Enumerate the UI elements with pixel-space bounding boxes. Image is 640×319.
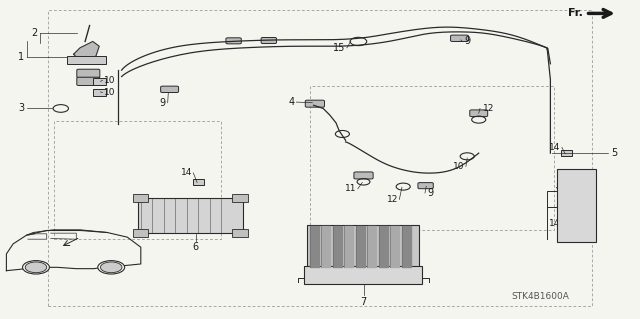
Bar <box>54 121 221 239</box>
FancyBboxPatch shape <box>354 172 373 179</box>
Polygon shape <box>390 226 399 267</box>
Bar <box>48 10 592 306</box>
Polygon shape <box>321 226 330 267</box>
Text: 6: 6 <box>193 242 199 252</box>
Circle shape <box>98 261 125 274</box>
Bar <box>232 194 248 202</box>
Text: 2: 2 <box>31 28 37 39</box>
FancyBboxPatch shape <box>418 182 433 189</box>
Bar <box>67 56 106 64</box>
Bar <box>93 78 106 85</box>
Circle shape <box>22 261 49 274</box>
Bar <box>561 230 572 236</box>
Text: 8: 8 <box>556 182 562 192</box>
Bar <box>133 194 148 202</box>
Text: 5: 5 <box>611 148 618 158</box>
Bar <box>138 198 243 233</box>
Text: 10: 10 <box>453 162 465 171</box>
FancyBboxPatch shape <box>470 110 488 116</box>
Bar <box>93 89 106 96</box>
Bar <box>557 169 596 242</box>
Text: 9: 9 <box>159 98 165 108</box>
Polygon shape <box>333 226 342 267</box>
Text: 14: 14 <box>549 219 561 228</box>
Text: 4: 4 <box>288 97 294 107</box>
FancyBboxPatch shape <box>161 86 179 93</box>
Text: 7: 7 <box>360 297 367 307</box>
Bar <box>310 86 554 230</box>
Text: 3: 3 <box>18 103 24 113</box>
Text: 14: 14 <box>549 143 561 152</box>
Bar <box>232 229 248 237</box>
FancyBboxPatch shape <box>77 77 100 85</box>
Text: 14: 14 <box>180 168 192 177</box>
Bar <box>307 225 419 268</box>
Circle shape <box>25 262 47 273</box>
Text: 9: 9 <box>465 36 471 47</box>
FancyBboxPatch shape <box>305 100 324 107</box>
FancyBboxPatch shape <box>451 35 468 41</box>
Text: 10: 10 <box>104 76 116 85</box>
Text: STK4B1600A: STK4B1600A <box>512 293 570 301</box>
Bar <box>304 266 422 284</box>
Polygon shape <box>310 226 319 267</box>
Polygon shape <box>356 226 365 267</box>
Polygon shape <box>367 226 376 267</box>
Text: 10: 10 <box>104 88 116 97</box>
Text: 9: 9 <box>428 188 434 198</box>
FancyBboxPatch shape <box>226 38 241 44</box>
Bar <box>193 179 204 185</box>
Text: Fr.: Fr. <box>568 8 582 19</box>
Text: 1: 1 <box>18 52 24 63</box>
FancyBboxPatch shape <box>77 69 100 78</box>
Polygon shape <box>379 226 388 267</box>
Circle shape <box>100 262 122 273</box>
Bar <box>133 229 148 237</box>
Text: 11: 11 <box>345 184 356 193</box>
Bar <box>561 150 572 156</box>
Polygon shape <box>344 226 353 267</box>
Polygon shape <box>402 226 411 267</box>
FancyBboxPatch shape <box>261 37 276 44</box>
Text: 12: 12 <box>483 104 494 113</box>
Text: 15: 15 <box>333 43 346 53</box>
Polygon shape <box>74 41 99 64</box>
Text: 12: 12 <box>387 195 398 204</box>
